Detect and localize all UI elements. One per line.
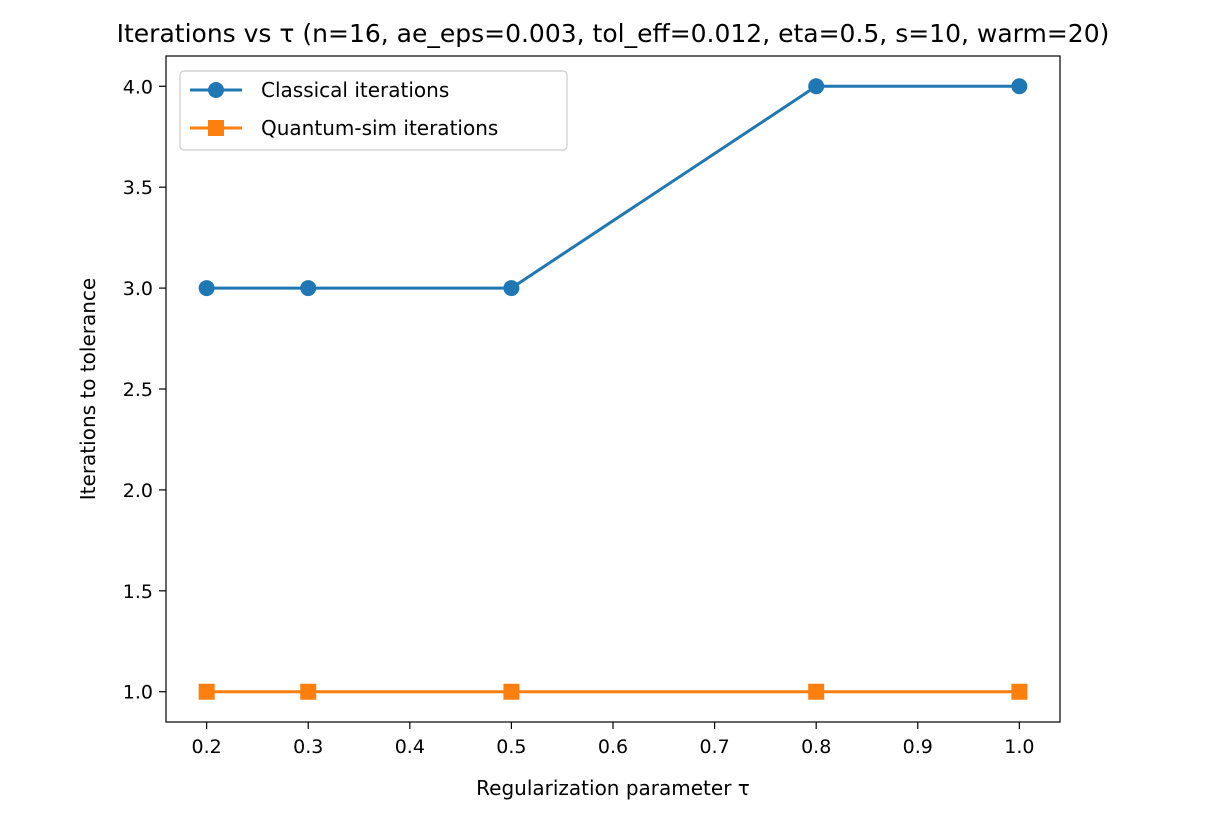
y-tick-label: 1.5 [123,581,153,603]
data-point-marker [300,280,317,297]
x-tick-label: 0.8 [801,736,831,758]
x-tick-label: 0.6 [598,736,628,758]
y-axis-ticks: 1.0 1.5 2.0 2.5 3.0 3.5 4.0 [123,76,166,704]
x-tick-label: 0.3 [293,736,323,758]
plot-area [198,78,1028,700]
y-tick-label: 1.0 [123,682,153,704]
legend-item-classical-iterations: Classical iterations [190,78,449,102]
data-point-marker [503,280,520,297]
legend-marker [208,120,224,136]
y-tick-label: 4.0 [123,76,153,98]
y-axis-label: Iterations to tolerance [76,278,100,500]
data-point-marker [1011,683,1028,700]
y-tick-label: 3.0 [123,278,153,300]
data-point-marker [503,683,520,700]
y-tick-label: 2.0 [123,480,153,502]
x-tick-label: 0.5 [496,736,526,758]
series-quantum-sim-iterations [198,683,1028,700]
x-tick-label: 0.4 [395,736,425,758]
data-point-marker [1011,78,1028,95]
data-point-marker [808,683,825,700]
x-axis-ticks: 0.2 0.3 0.4 0.5 0.6 0.7 0.8 0.9 1.0 [192,722,1034,758]
x-axis-label: Regularization parameter τ [476,776,750,800]
x-tick-label: 0.7 [699,736,729,758]
axes-frame [165,55,1061,723]
chart-title: Iterations vs τ (n=16, ae_eps=0.003, tol… [117,19,1110,48]
legend-label: Classical iterations [261,78,449,102]
data-point-marker [300,683,317,700]
y-tick-label: 2.5 [123,379,153,401]
x-tick-label: 0.9 [903,736,933,758]
legend-box [179,70,568,151]
legend-label: Quantum-sim iterations [261,116,498,140]
data-point-marker [198,280,215,297]
data-point-marker [198,683,215,700]
legend-item-quantum-sim-iterations: Quantum-sim iterations [190,116,498,140]
data-point-marker [808,78,825,95]
x-tick-label: 1.0 [1004,736,1034,758]
legend-marker [208,82,224,98]
y-tick-label: 3.5 [123,177,153,199]
legend: Classical iterations Quantum-sim iteratio… [179,70,568,151]
series-classical-iterations [198,78,1028,297]
x-tick-label: 0.2 [192,736,222,758]
